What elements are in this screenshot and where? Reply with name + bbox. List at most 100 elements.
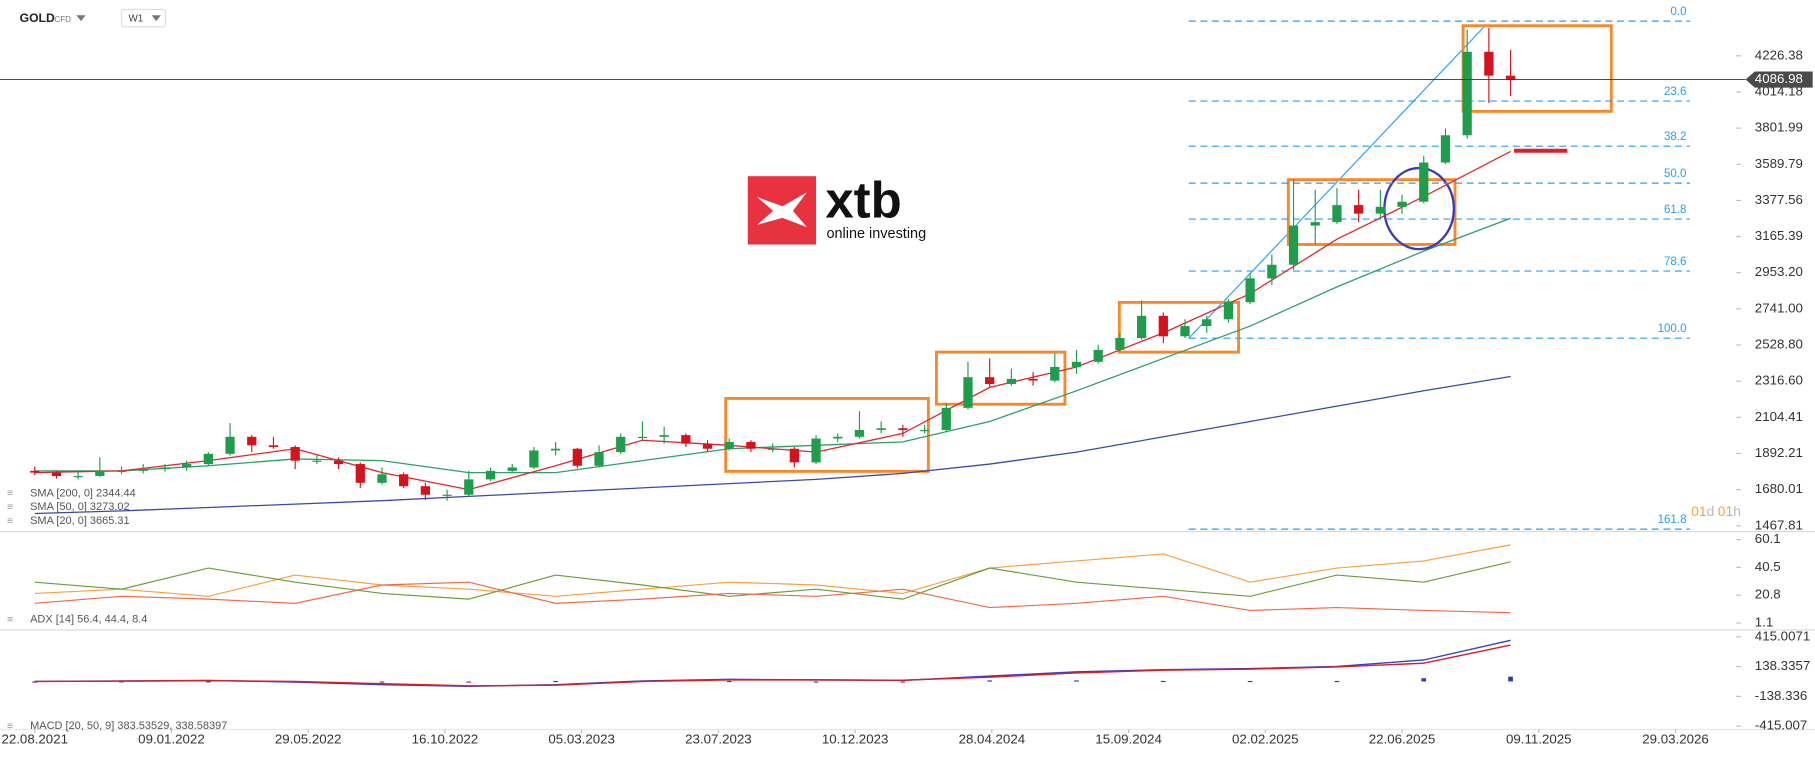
x-tick-label: 22.06.2025 — [1369, 731, 1436, 746]
candle-body — [442, 494, 452, 496]
x-tick-label: 09.11.2025 — [1506, 731, 1572, 746]
candle-body — [73, 475, 83, 478]
timeframe[interactable]: W1 — [128, 13, 143, 24]
ma-legend: SMA [200, 0] 2344.44 — [30, 487, 136, 499]
y-tick-label: 2316.60 — [1755, 373, 1803, 388]
candle-body — [702, 443, 713, 449]
countdown-day-unit: d — [1707, 503, 1715, 519]
indicator-line — [34, 561, 1511, 600]
macd-histogram-bar — [813, 681, 819, 683]
countdown-days: 01 — [1691, 503, 1707, 519]
x-tick-label: 02.02.2025 — [1232, 731, 1299, 746]
candle-body — [1310, 222, 1320, 226]
legend-icon: ≡ — [7, 488, 13, 499]
candle-body — [225, 436, 235, 454]
candle-body — [116, 470, 127, 473]
candle-body — [1115, 337, 1125, 350]
legend-icon[interactable]: ≡ — [7, 614, 13, 625]
symbol-dropdown[interactable] — [76, 15, 86, 22]
candle-body — [1245, 278, 1255, 303]
ma-legend: SMA [50, 0] 3273.02 — [30, 501, 130, 513]
candle-body — [95, 470, 105, 476]
x-tick-label: 10.12.2023 — [822, 731, 889, 746]
candle-body — [1419, 162, 1429, 202]
candle-body — [1375, 206, 1385, 214]
range-box — [724, 396, 930, 473]
candle-body — [464, 479, 474, 495]
candle-body — [724, 441, 734, 449]
y-tick-label: 3165.39 — [1755, 228, 1803, 243]
macd-histogram-bar — [1074, 680, 1079, 682]
candle-body — [1223, 302, 1234, 320]
candle-body — [203, 453, 213, 465]
y-tick-label: 3589.79 — [1755, 156, 1803, 171]
candle-body — [898, 428, 908, 430]
candle-body — [377, 474, 387, 483]
logo-brand: xtb — [825, 171, 901, 228]
y-tick-label: 2953.20 — [1755, 264, 1803, 279]
candle-body — [919, 429, 930, 432]
fib-label: 23.6 — [1664, 86, 1687, 98]
x-tick-label: 15.09.2024 — [1095, 731, 1162, 746]
moving-average — [34, 375, 1511, 515]
y-tick-label: -415.007 — [1755, 718, 1807, 733]
macd-legend: MACD [20, 50, 9] 383.53529, 338.58397 — [30, 720, 227, 732]
y-tick-label: 60.1 — [1755, 531, 1781, 546]
candle-body — [1136, 315, 1147, 338]
countdown-hour-unit: h — [1733, 503, 1741, 519]
bar-countdown: 01d 01h — [1691, 503, 1741, 519]
candle-body — [30, 470, 40, 473]
y-tick-label: 4226.38 — [1755, 47, 1803, 62]
candle-body — [1006, 378, 1017, 384]
indicator-line — [34, 544, 1511, 597]
range-box — [1286, 178, 1457, 246]
y-tick-label: 20.8 — [1755, 587, 1781, 602]
candle-body — [550, 448, 561, 451]
x-tick-label: 22.08.2021 — [1, 731, 68, 746]
countdown-hours: 01 — [1718, 503, 1734, 519]
indicator-line — [34, 581, 1511, 614]
candle-body — [963, 377, 973, 408]
candle-body — [1158, 315, 1168, 337]
candle-body — [681, 435, 691, 444]
candle-body — [1332, 205, 1342, 223]
candle-body — [746, 441, 756, 449]
timeframe-dropdown[interactable] — [151, 15, 161, 22]
y-tick-label: 138.3357 — [1755, 658, 1810, 673]
fib-label: 50.0 — [1664, 168, 1687, 180]
candle-body — [1267, 264, 1277, 279]
candle-body — [1028, 378, 1038, 381]
candle-body — [312, 460, 322, 462]
y-tick-label: 2741.00 — [1755, 300, 1803, 315]
macd-histogram-bar — [900, 681, 906, 683]
timeframe-box[interactable] — [120, 8, 167, 28]
candle-body — [160, 467, 170, 470]
x-tick-label: 28.04.2024 — [959, 731, 1026, 746]
candle-body — [182, 464, 192, 468]
candle-body — [659, 435, 669, 437]
legend-icon[interactable]: ≡ — [7, 721, 13, 732]
candle-body — [811, 438, 821, 463]
ma-legend: SMA [20, 0] 3665.31 — [30, 515, 130, 527]
candle-body — [1288, 225, 1299, 265]
candle-body — [485, 470, 496, 480]
y-tick-label: 3801.99 — [1755, 120, 1803, 135]
macd-histogram-bar — [1247, 680, 1253, 683]
candle-body — [1354, 205, 1364, 214]
candle-body — [399, 474, 409, 487]
macd-histogram-bar — [32, 681, 38, 683]
legend-icon: ≡ — [7, 502, 13, 513]
fib-label: 61.8 — [1664, 204, 1687, 216]
x-tick-label: 23.07.2023 — [685, 731, 752, 746]
x-tick-label: 29.05.2022 — [275, 731, 342, 746]
candle-body — [1050, 366, 1060, 381]
candle-body — [1093, 349, 1103, 362]
candle-body — [507, 467, 517, 471]
macd-histogram-bar — [379, 681, 385, 683]
symbol[interactable]: GOLD — [20, 11, 55, 25]
candle-body — [789, 448, 799, 463]
candle-body — [854, 429, 865, 437]
logo-tagline: online investing — [826, 226, 926, 242]
candle-body — [1397, 201, 1407, 207]
candle-body — [594, 452, 604, 466]
